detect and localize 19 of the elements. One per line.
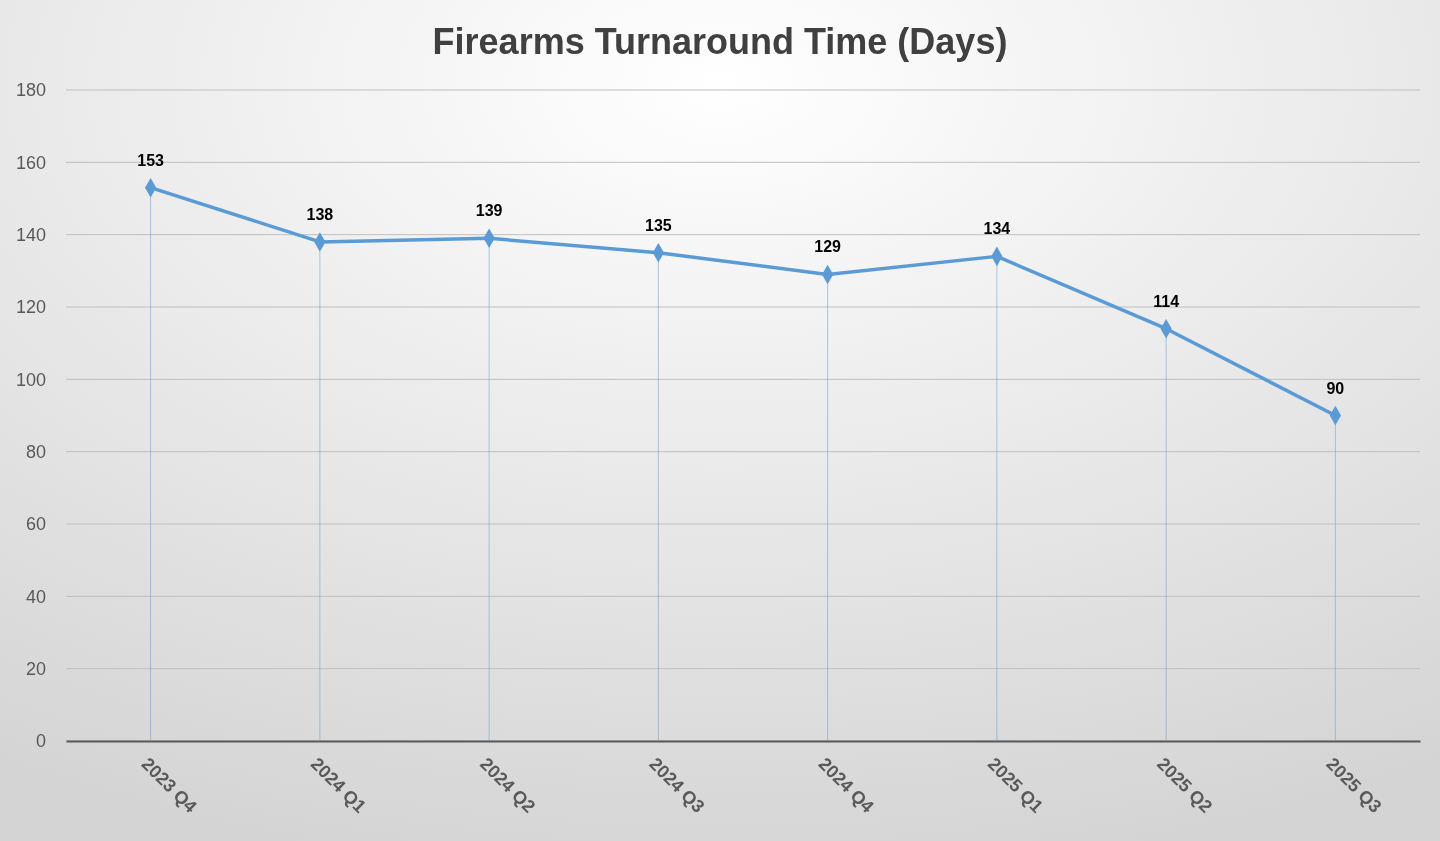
data-label: 129 [814, 238, 842, 256]
y-tick-label: 180 [15, 80, 46, 101]
y-tick-label: 60 [25, 514, 46, 535]
y-tick-label: 120 [15, 297, 46, 318]
data-label: 90 [1326, 379, 1345, 397]
y-tick-label: 140 [15, 224, 46, 245]
y-tick-label: 80 [25, 441, 46, 462]
chart-title: Firearms Turnaround Time (Days) [432, 21, 1008, 62]
y-tick-label: 40 [25, 586, 46, 607]
y-tick-label: 0 [35, 731, 46, 752]
y-tick-label: 20 [25, 658, 46, 679]
data-label: 135 [645, 216, 672, 234]
data-label: 138 [306, 205, 334, 223]
y-tick-label: 100 [15, 369, 46, 390]
data-label: 134 [983, 220, 1011, 238]
data-label: 114 [1153, 292, 1180, 310]
data-label: 139 [475, 202, 503, 220]
data-label: 153 [137, 151, 165, 169]
y-tick-label: 160 [15, 152, 46, 173]
